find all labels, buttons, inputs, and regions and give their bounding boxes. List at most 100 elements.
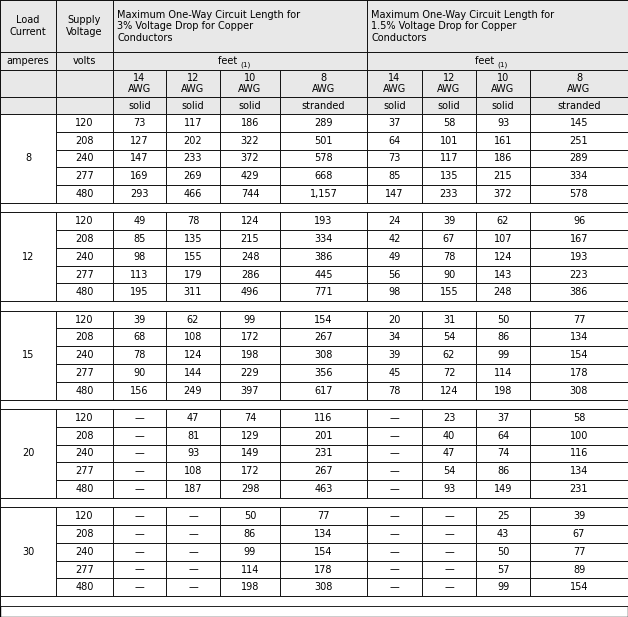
Bar <box>530 328 628 346</box>
Bar <box>280 97 367 114</box>
Bar <box>220 283 280 301</box>
Text: 90: 90 <box>133 368 146 378</box>
Text: 233: 233 <box>184 154 202 164</box>
Text: 154: 154 <box>570 350 588 360</box>
Bar <box>422 185 476 203</box>
Bar <box>422 409 476 427</box>
Bar <box>166 427 220 444</box>
Bar <box>113 212 166 230</box>
Text: 72: 72 <box>443 368 455 378</box>
Text: 68: 68 <box>133 333 146 342</box>
Bar <box>220 230 280 248</box>
Text: 198: 198 <box>241 350 259 360</box>
Text: 39: 39 <box>443 216 455 226</box>
Bar <box>0 498 628 507</box>
Text: —: — <box>188 582 198 592</box>
Text: 578: 578 <box>314 154 333 164</box>
Bar <box>367 409 422 427</box>
Bar <box>530 70 628 97</box>
Bar <box>476 382 530 400</box>
Text: 293: 293 <box>130 189 149 199</box>
Bar <box>220 266 280 283</box>
Bar <box>166 70 220 97</box>
Bar <box>367 561 422 578</box>
Bar <box>280 444 367 462</box>
Bar <box>113 578 166 596</box>
Text: —: — <box>188 547 198 557</box>
Text: 208: 208 <box>75 529 94 539</box>
Text: 124: 124 <box>241 216 259 226</box>
Text: —: — <box>134 413 144 423</box>
Text: solid: solid <box>383 101 406 110</box>
Text: 108: 108 <box>184 333 202 342</box>
Text: 480: 480 <box>75 288 94 297</box>
Text: 20: 20 <box>388 315 401 325</box>
Text: 78: 78 <box>388 386 401 395</box>
Bar <box>113 52 367 70</box>
Text: 31: 31 <box>443 315 455 325</box>
Text: 50: 50 <box>497 547 509 557</box>
Bar <box>56 266 113 283</box>
Text: 135: 135 <box>440 172 458 181</box>
Bar <box>422 149 476 167</box>
Text: 25: 25 <box>497 511 509 521</box>
Bar <box>280 132 367 149</box>
Bar <box>280 382 367 400</box>
Text: Maximum One-Way Circuit Length for
1.5% Voltage Drop for Copper
Conductors: Maximum One-Way Circuit Length for 1.5% … <box>371 9 554 43</box>
Bar <box>220 462 280 480</box>
Bar <box>280 525 367 543</box>
Bar <box>220 543 280 561</box>
Text: 77: 77 <box>573 315 585 325</box>
Text: 62: 62 <box>497 216 509 226</box>
Bar <box>422 543 476 561</box>
Text: 208: 208 <box>75 136 94 146</box>
Bar <box>220 132 280 149</box>
Text: 10
AWG: 10 AWG <box>491 73 514 94</box>
Bar <box>367 507 422 525</box>
Text: 240: 240 <box>75 252 94 262</box>
Bar <box>476 283 530 301</box>
Bar <box>166 185 220 203</box>
Text: 124: 124 <box>494 252 512 262</box>
Bar <box>367 212 422 230</box>
Bar <box>476 444 530 462</box>
Bar <box>367 328 422 346</box>
Text: 86: 86 <box>244 529 256 539</box>
Text: 445: 445 <box>314 270 333 280</box>
Bar <box>422 525 476 543</box>
Text: 277: 277 <box>75 368 94 378</box>
Text: 8
AWG: 8 AWG <box>567 73 590 94</box>
Text: 154: 154 <box>570 582 588 592</box>
Text: 86: 86 <box>497 333 509 342</box>
Bar <box>476 230 530 248</box>
Text: —: — <box>134 431 144 441</box>
Text: 78: 78 <box>443 252 455 262</box>
Text: 117: 117 <box>184 118 202 128</box>
Bar <box>166 364 220 382</box>
Text: 113: 113 <box>131 270 149 280</box>
Text: 129: 129 <box>241 431 259 441</box>
Text: —: — <box>444 529 454 539</box>
Text: 267: 267 <box>314 466 333 476</box>
Text: 134: 134 <box>314 529 333 539</box>
Bar <box>166 382 220 400</box>
Text: 169: 169 <box>131 172 149 181</box>
Text: 134: 134 <box>570 333 588 342</box>
Bar <box>422 114 476 132</box>
Text: 386: 386 <box>314 252 333 262</box>
Bar <box>220 561 280 578</box>
Text: 89: 89 <box>573 565 585 574</box>
Text: 42: 42 <box>388 234 401 244</box>
Text: 578: 578 <box>570 189 588 199</box>
Text: solid: solid <box>492 101 514 110</box>
Bar <box>56 346 113 364</box>
Bar <box>476 427 530 444</box>
Bar <box>367 70 422 97</box>
Text: 187: 187 <box>184 484 202 494</box>
Bar <box>280 561 367 578</box>
Text: 135: 135 <box>184 234 202 244</box>
Text: 77: 77 <box>573 547 585 557</box>
Bar <box>476 561 530 578</box>
Text: 124: 124 <box>184 350 202 360</box>
Bar <box>220 364 280 382</box>
